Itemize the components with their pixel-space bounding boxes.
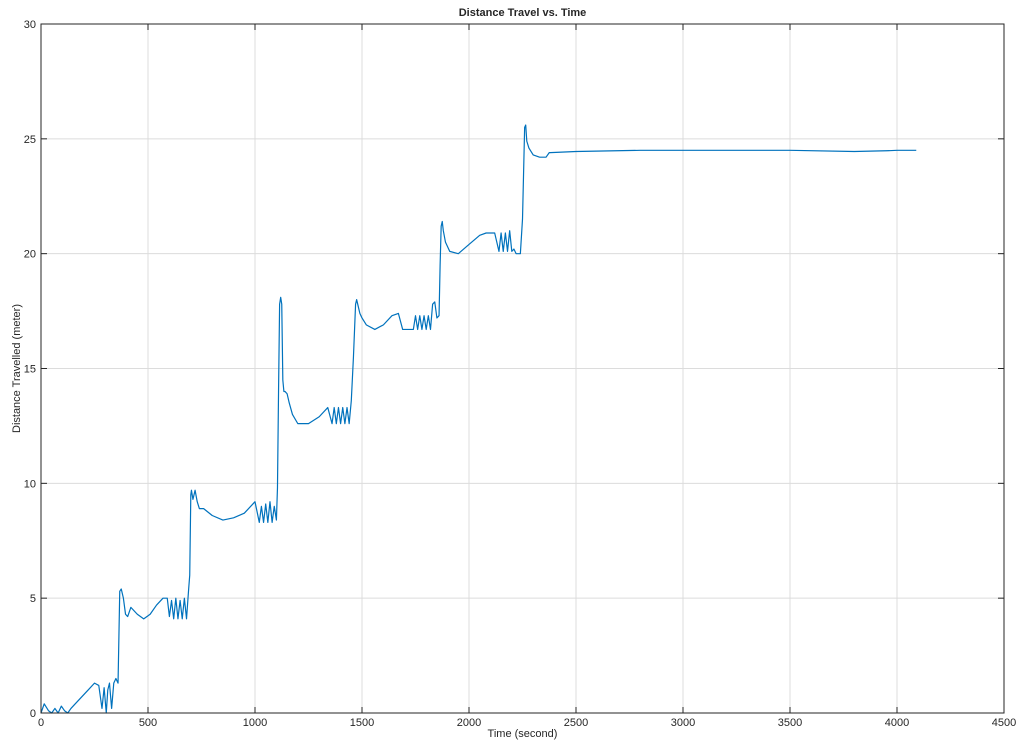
x-tick-label: 4000 (885, 717, 909, 729)
y-tick-label: 20 (24, 249, 36, 261)
x-tick-label: 1500 (350, 717, 374, 729)
x-tick-label: 1000 (243, 717, 267, 729)
x-axis-title: Time (second) (488, 728, 558, 740)
x-tick-label: 4500 (992, 717, 1016, 729)
y-tick-label: 0 (30, 708, 36, 720)
y-tick-label: 25 (24, 134, 36, 146)
series-layer (40, 124, 917, 714)
x-tick-label: 0 (38, 717, 44, 729)
grid-layer (41, 24, 1004, 713)
x-tick-label: 3000 (671, 717, 695, 729)
x-tick-label: 3500 (778, 717, 802, 729)
y-tick-label: 10 (24, 478, 36, 490)
y-tick-label: 30 (24, 19, 36, 31)
y-tick-label: 5 (30, 593, 36, 605)
series-line (40, 124, 917, 714)
y-tick-label: 15 (24, 364, 36, 376)
chart-title: Distance Travel vs. Time (459, 7, 587, 19)
y-axis-title: Distance Travelled (meter) (11, 304, 23, 433)
x-tick-label: 2500 (564, 717, 588, 729)
x-tick-label: 500 (139, 717, 157, 729)
x-tick-label: 2000 (457, 717, 481, 729)
tick-layer: 0 500 1000 1500 2000 2500 3000 3500 4000 4500 0 5 10… (24, 19, 1016, 729)
